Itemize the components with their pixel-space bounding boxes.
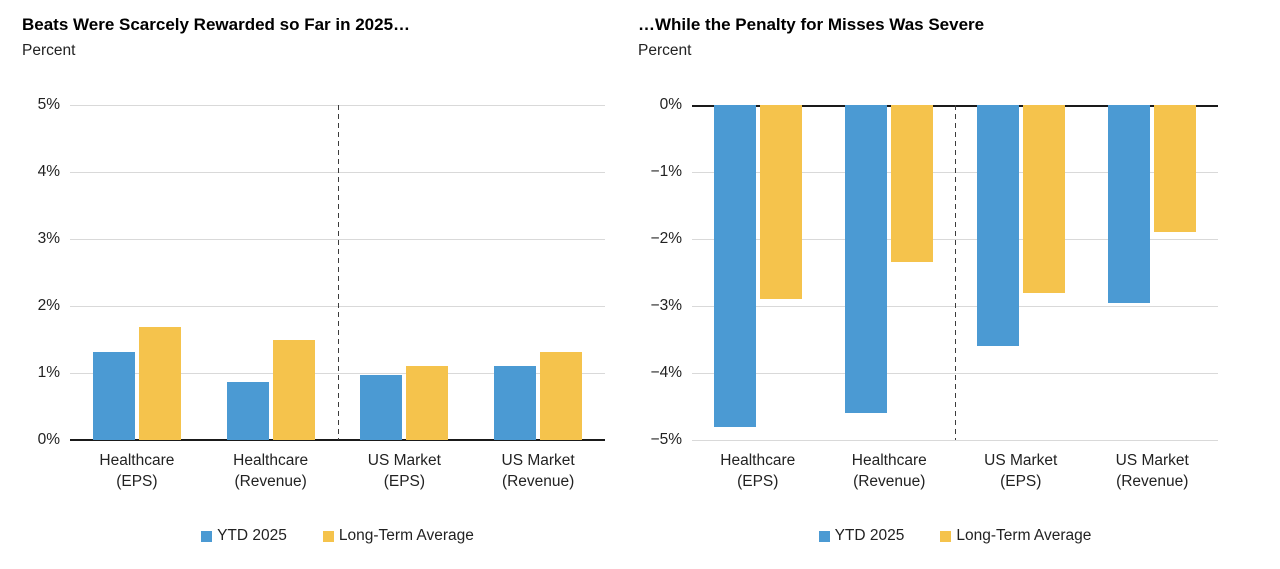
plot-area-beats: 5% 4% 3% 2% 1% 0% [38,96,605,448]
y-tick-label: −3% [650,297,682,314]
legend-item-ytd-2025: YTD 2025 [818,527,905,545]
category-label-line: (EPS) [737,473,779,490]
category-label: Healthcare (EPS) [683,450,833,492]
x-axis-labels-misses: Healthcare (EPS) Healthcare (Revenue) US Mar… [692,450,1218,496]
category-label: Healthcare (EPS) [62,450,212,492]
y-tick-label: 0% [37,431,60,448]
legend-swatch-icon [818,530,830,542]
category-label-line: (Revenue) [501,473,575,490]
category-label: Healthcare (Revenue) [814,450,964,492]
category-label: US Market (Revenue) [1077,450,1227,492]
y-tick-label: −2% [650,230,682,247]
y-tick-label: 0% [659,96,682,113]
legend-swatch-icon [201,530,213,542]
bar-long-term-average [891,105,934,263]
category-label-line: (Revenue) [853,473,926,490]
bar-ytd-2025 [1108,105,1151,303]
gridline [692,440,1218,441]
legend-swatch-icon [322,530,334,542]
bar-long-term-average [759,105,802,300]
bar-ytd-2025 [226,381,269,440]
legend-item-long-term-average: Long-Term Average [322,527,474,545]
legend-item-long-term-average: Long-Term Average [940,527,1091,545]
y-tick-label: −1% [650,163,682,180]
bar-long-term-average [406,366,449,440]
bar-long-term-average [1154,105,1197,233]
category-label-line: (Revenue) [1116,473,1189,490]
bar-long-term-average [138,326,181,440]
y-tick-label: −5% [650,431,682,448]
category-label-line: US Market [984,452,1058,469]
y-tick-label: 2% [37,297,60,314]
chart-subtitle-percent: Percent [638,42,692,59]
chart-title-beats: Beats Were Scarcely Rewarded so Far in 2… [22,15,411,34]
category-label: Healthcare (Revenue) [196,450,346,492]
category-label: US Market (EPS) [329,450,479,492]
bar-ytd-2025 [494,366,537,440]
legend-misses: YTD 2025 Long-Term Average [692,527,1218,545]
bar-ytd-2025 [845,105,888,414]
bar-long-term-average [540,351,583,440]
bar-long-term-average [272,339,315,440]
category-label-line: Healthcare [99,452,175,469]
legend-label: Long-Term Average [956,527,1092,544]
category-label-line: (EPS) [116,473,158,490]
zero-axis-line [70,439,605,441]
x-axis-labels-beats: Healthcare (EPS) Healthcare (Revenue) US Mar… [70,450,605,496]
category-label-line: (EPS) [383,473,426,490]
chart-subtitle-percent: Percent [22,42,76,59]
chart-title-misses: …While the Penalty for Misses Was Severe [638,15,985,34]
y-tick-label: 4% [37,163,60,180]
legend-label: Long-Term Average [338,527,474,544]
category-label-line: (Revenue) [234,473,307,490]
chart-panel-misses: …While the Penalty for Misses Was Severe… [638,14,1221,562]
chart-panel-beats: Beats Were Scarcely Rewarded so Far in 2… [22,14,605,562]
y-tick-label: 1% [37,364,60,381]
category-label-line: US Market [367,452,441,469]
category-label-line: (EPS) [1000,473,1042,490]
legend-item-ytd-2025: YTD 2025 [201,527,287,545]
category-label: US Market (Revenue) [463,450,613,492]
bar-ytd-2025 [713,105,756,427]
legend-label: YTD 2025 [834,527,905,544]
category-label-line: US Market [1115,452,1189,469]
legend-swatch-icon [940,530,952,542]
category-label-line: Healthcare [233,452,309,469]
plot-area-misses: 0% −1% −2% −3% −4% −5% [651,96,1218,448]
y-tick-label: 5% [37,96,60,113]
bar-long-term-average [1022,105,1065,293]
bar-ytd-2025 [92,351,135,440]
y-tick-label: 3% [37,230,60,247]
bar-ytd-2025 [360,375,403,440]
legend-beats: YTD 2025 Long-Term Average [70,527,605,545]
category-label: US Market (EPS) [946,450,1096,492]
legend-label: YTD 2025 [217,527,287,544]
category-label-line: US Market [501,452,575,469]
y-tick-label: −4% [650,364,682,381]
dashed-separator-line [955,105,956,440]
category-label-line: Healthcare [720,452,796,469]
dashed-separator-line [337,105,339,440]
bar-ytd-2025 [976,105,1019,347]
category-label-line: Healthcare [851,452,927,469]
